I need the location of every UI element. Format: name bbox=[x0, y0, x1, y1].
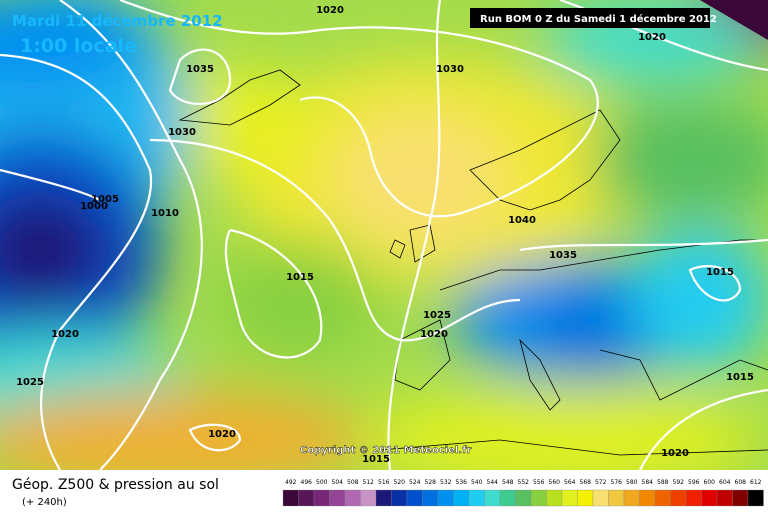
legend-swatch bbox=[716, 489, 733, 507]
legend-swatch bbox=[561, 489, 578, 507]
legend-swatch bbox=[344, 489, 361, 507]
legend-label: 604 bbox=[719, 479, 731, 486]
legend-label: 580 bbox=[626, 479, 638, 486]
legend-swatch bbox=[608, 489, 625, 507]
run-box bbox=[470, 8, 710, 28]
isobars bbox=[0, 0, 768, 470]
isobar-label: 1025 bbox=[16, 377, 44, 388]
legend-swatch bbox=[468, 489, 485, 507]
legend-swatch bbox=[282, 489, 299, 507]
legend-swatch bbox=[592, 489, 609, 507]
isobar-label: 1020 bbox=[661, 448, 689, 459]
isobar-label: 1030 bbox=[168, 127, 196, 138]
legend-label: 568 bbox=[580, 479, 592, 486]
legend-swatch bbox=[515, 489, 532, 507]
legend-swatch bbox=[453, 489, 470, 507]
legend-label: 508 bbox=[347, 479, 359, 486]
legend-swatch bbox=[391, 489, 408, 507]
copyright: Copyright © 2011 Meteociel.fr bbox=[300, 445, 471, 456]
map-time: 1:00 locale bbox=[20, 35, 137, 57]
legend-label: 576 bbox=[611, 479, 623, 486]
legend-label: 588 bbox=[657, 479, 669, 486]
legend-swatch bbox=[422, 489, 439, 507]
legend-label: 548 bbox=[502, 479, 514, 486]
legend-swatch bbox=[623, 489, 640, 507]
legend-swatch bbox=[298, 489, 315, 507]
legend: 492 496 500 504 508 512 516 520 524 528 532 536 540 5… bbox=[282, 479, 764, 507]
isobar-label: 1005 bbox=[91, 194, 119, 205]
legend-label: 524 bbox=[409, 479, 421, 486]
isobar-label: 1015 bbox=[726, 372, 754, 383]
legend-label: 528 bbox=[425, 479, 437, 486]
isobar-label: 1020 bbox=[638, 32, 666, 43]
isobar-label: 1015 bbox=[286, 272, 314, 283]
legend-swatch bbox=[313, 489, 330, 507]
legend-label: 504 bbox=[332, 479, 344, 486]
isobar-label: 1015 bbox=[362, 454, 390, 465]
legend-label: 492 bbox=[285, 479, 297, 486]
legend-label: 564 bbox=[564, 479, 576, 486]
isobar-label: 1035 bbox=[549, 250, 577, 261]
legend-label: 512 bbox=[363, 479, 375, 486]
legend-label: 520 bbox=[394, 479, 406, 486]
legend-label: 608 bbox=[735, 479, 747, 486]
legend-label: 536 bbox=[456, 479, 468, 486]
legend-swatch bbox=[437, 489, 454, 507]
isobar-label: 1025 bbox=[423, 310, 451, 321]
legend-label: 596 bbox=[688, 479, 700, 486]
map: 1020 1020 1035 1030 1030 1005 1000 1010 … bbox=[0, 0, 768, 470]
legend-swatch bbox=[670, 489, 687, 507]
legend-label: 584 bbox=[642, 479, 654, 486]
isobar-label: 1020 bbox=[420, 329, 448, 340]
legend-label: 552 bbox=[518, 479, 530, 486]
legend-swatch bbox=[685, 489, 702, 507]
legend-swatch bbox=[546, 489, 563, 507]
legend-swatch bbox=[577, 489, 594, 507]
legend-swatch bbox=[360, 489, 377, 507]
footer-subtitle: (+ 240h) bbox=[22, 497, 67, 508]
isobar-label: 1020 bbox=[208, 429, 236, 440]
legend-label: 556 bbox=[533, 479, 545, 486]
isobar-label: 1015 bbox=[706, 267, 734, 278]
isobar-label: 1010 bbox=[151, 208, 179, 219]
legend-swatch bbox=[654, 489, 671, 507]
isobar-label: 1020 bbox=[51, 329, 79, 340]
coastlines bbox=[178, 69, 768, 456]
legend-swatch bbox=[701, 489, 718, 507]
legend-swatch bbox=[406, 489, 423, 507]
isobar-label: 1035 bbox=[186, 64, 214, 75]
legend-swatch bbox=[639, 489, 656, 507]
legend-swatch bbox=[747, 489, 764, 507]
legend-swatch bbox=[484, 489, 501, 507]
run-info: Run BOM 0 Z du Samedi 1 décembre 2012 bbox=[480, 13, 717, 25]
isobar-label: 1020 bbox=[316, 5, 344, 16]
corner-shade bbox=[700, 0, 768, 40]
legend-label: 500 bbox=[316, 479, 328, 486]
isobar-label: 1000 bbox=[80, 201, 108, 212]
legend-label: 600 bbox=[704, 479, 716, 486]
legend-swatch bbox=[375, 489, 392, 507]
legend-swatch bbox=[499, 489, 516, 507]
map-date: Mardi 11 décembre 2012 bbox=[12, 12, 223, 30]
legend-swatch bbox=[329, 489, 346, 507]
legend-label: 516 bbox=[378, 479, 390, 486]
legend-swatch bbox=[732, 489, 749, 507]
footer-title: Géop. Z500 & pression au sol bbox=[12, 477, 219, 493]
isobar-label: 1040 bbox=[508, 215, 536, 226]
legend-label: 560 bbox=[549, 479, 561, 486]
isobar-label: 1030 bbox=[436, 64, 464, 75]
legend-label: 532 bbox=[440, 479, 452, 486]
legend-label: 572 bbox=[595, 479, 607, 486]
isobar-labels: 1020 1020 1035 1030 1030 1005 1000 1010 … bbox=[16, 5, 754, 465]
legend-swatch bbox=[530, 489, 547, 507]
legend-label: 544 bbox=[487, 479, 499, 486]
legend-label: 540 bbox=[471, 479, 483, 486]
legend-label: 592 bbox=[673, 479, 685, 486]
legend-label: 496 bbox=[301, 479, 313, 486]
legend-label: 612 bbox=[750, 479, 762, 486]
